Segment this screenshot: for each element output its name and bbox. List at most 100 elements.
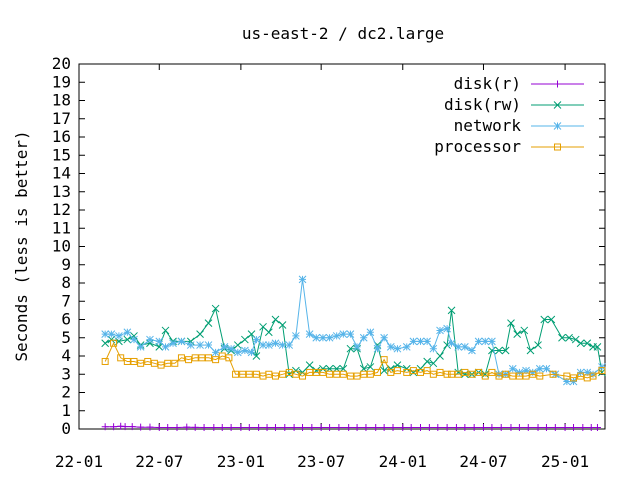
data-point bbox=[417, 368, 425, 376]
data-point bbox=[380, 333, 388, 342]
data-point bbox=[346, 344, 355, 353]
data-point bbox=[196, 341, 204, 349]
data-point bbox=[353, 343, 361, 351]
data-point bbox=[161, 343, 170, 351]
data-point bbox=[186, 341, 195, 349]
data-point bbox=[123, 335, 132, 344]
data-point bbox=[252, 352, 261, 360]
data-point bbox=[136, 343, 145, 351]
data-point bbox=[372, 424, 380, 432]
data-point bbox=[576, 368, 585, 377]
series-processor bbox=[101, 339, 606, 382]
data-point bbox=[468, 370, 476, 378]
y-tick-label: 10 bbox=[52, 237, 71, 256]
data-point bbox=[271, 315, 280, 324]
y-tick-label: 8 bbox=[61, 273, 71, 292]
data-point bbox=[534, 341, 542, 349]
data-point bbox=[326, 424, 334, 432]
data-point bbox=[346, 330, 355, 338]
data-point bbox=[425, 424, 433, 432]
data-point bbox=[429, 370, 437, 378]
data-point bbox=[233, 341, 242, 349]
data-point bbox=[563, 377, 571, 386]
y-tick-label: 5 bbox=[61, 328, 71, 347]
x-tick-label: 22-01 bbox=[55, 452, 103, 471]
data-point bbox=[292, 332, 300, 340]
data-point bbox=[285, 370, 294, 379]
data-point bbox=[481, 337, 490, 346]
data-point bbox=[339, 370, 347, 378]
data-point bbox=[461, 424, 469, 432]
data-point bbox=[232, 370, 240, 378]
data-point bbox=[299, 372, 307, 380]
data-point bbox=[407, 424, 415, 432]
data-point bbox=[423, 337, 432, 346]
y-tick-label: 11 bbox=[52, 218, 71, 237]
data-point bbox=[271, 339, 280, 348]
data-point bbox=[252, 335, 261, 344]
data-point bbox=[589, 372, 597, 380]
data-point bbox=[429, 344, 438, 353]
data-point bbox=[245, 370, 253, 378]
data-point bbox=[468, 346, 476, 355]
series-line bbox=[104, 342, 603, 379]
data-point bbox=[264, 328, 273, 337]
data-point bbox=[569, 377, 578, 386]
data-point bbox=[117, 354, 125, 362]
x-tick-label: 22-07 bbox=[135, 452, 183, 471]
legend-label: disk(r) bbox=[454, 74, 521, 93]
data-point bbox=[115, 332, 123, 340]
data-point bbox=[522, 366, 530, 375]
data-point bbox=[146, 423, 154, 431]
data-point bbox=[561, 424, 569, 432]
data-point bbox=[319, 364, 327, 373]
data-point bbox=[436, 368, 444, 376]
data-point bbox=[123, 328, 132, 337]
data-point bbox=[155, 424, 163, 432]
data-point bbox=[434, 424, 442, 432]
data-point bbox=[211, 348, 220, 357]
data-point bbox=[218, 352, 226, 360]
data-point bbox=[204, 341, 213, 349]
data-point bbox=[579, 424, 587, 432]
data-point bbox=[565, 333, 573, 342]
data-point bbox=[535, 364, 544, 373]
legend-marker bbox=[554, 80, 561, 88]
data-point bbox=[173, 424, 181, 432]
data-point bbox=[593, 424, 601, 432]
data-point bbox=[423, 357, 432, 366]
series-disk-r bbox=[101, 422, 601, 432]
data-point bbox=[308, 424, 316, 432]
data-point bbox=[502, 370, 510, 378]
data-point bbox=[452, 424, 460, 432]
data-point bbox=[577, 372, 585, 380]
y-tick-label: 17 bbox=[52, 109, 71, 128]
chart-title: us-east-2 / dc2.large bbox=[242, 24, 444, 43]
data-point bbox=[227, 344, 235, 353]
y-tick-label: 15 bbox=[52, 145, 71, 164]
data-point bbox=[443, 324, 451, 333]
data-point bbox=[488, 368, 496, 376]
data-point bbox=[497, 424, 505, 432]
data-point bbox=[263, 424, 271, 432]
data-point bbox=[470, 424, 478, 432]
data-point bbox=[252, 370, 260, 378]
data-point bbox=[130, 332, 138, 340]
data-point bbox=[278, 341, 287, 349]
data-point bbox=[409, 337, 418, 346]
data-point bbox=[508, 364, 517, 373]
data-point bbox=[436, 326, 444, 335]
data-point bbox=[177, 354, 185, 362]
data-point bbox=[448, 370, 456, 378]
x-axis: 22-01 22-07 23-01 23-07 24-01 24-07 25-01 bbox=[55, 64, 589, 471]
data-point bbox=[241, 335, 249, 344]
legend-label: network bbox=[454, 116, 522, 135]
data-point bbox=[121, 423, 129, 431]
y-tick-label: 16 bbox=[52, 127, 71, 146]
y-tick-label: 20 bbox=[52, 54, 71, 73]
data-point bbox=[593, 343, 602, 351]
data-point bbox=[507, 319, 515, 328]
legend: disk(r) disk(rw) network processor bbox=[434, 74, 584, 156]
data-point bbox=[164, 424, 172, 432]
data-point bbox=[571, 335, 580, 344]
